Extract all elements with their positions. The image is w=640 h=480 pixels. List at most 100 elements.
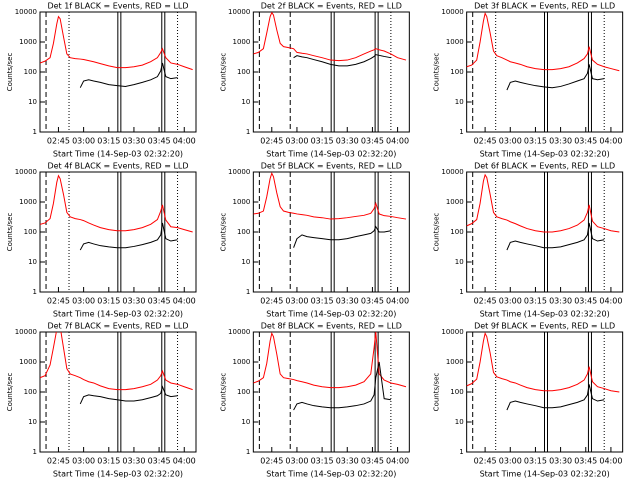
x-tick-label: 04:00 — [386, 297, 409, 306]
x-axis-label: Start Time (14-Sep-03 02:32:20) — [480, 310, 610, 319]
series-line — [79, 222, 178, 251]
y-tick-label: 1000 — [446, 198, 464, 206]
x-tick-label: 03:15 — [524, 137, 547, 146]
y-tick-label: 10000 — [228, 8, 250, 16]
series-line — [466, 332, 620, 393]
y-tick-label: 10 — [28, 258, 37, 266]
x-axis-label: Start Time (14-Sep-03 02:32:20) — [53, 150, 183, 159]
x-tick-label: 04:00 — [599, 297, 622, 306]
y-tick-label: 100 — [24, 68, 37, 76]
x-tick-label: 03:15 — [97, 137, 120, 146]
x-tick-label: 03:00 — [285, 457, 308, 466]
y-tick-label: 1 — [459, 288, 463, 296]
y-tick-label: 10000 — [228, 168, 250, 176]
y-tick-label: 10 — [28, 98, 37, 106]
x-tick-label: 03:30 — [122, 297, 145, 306]
series-line — [293, 54, 391, 67]
chart-title: Det 3f BLACK = Events, RED = LLD — [474, 2, 615, 11]
y-tick-label: 100 — [24, 228, 37, 236]
panel: Det 8f BLACK = Events, RED = LLD Start Ti… — [219, 322, 410, 479]
y-tick-label: 1000 — [446, 38, 464, 46]
x-tick-label: 03:15 — [97, 457, 120, 466]
x-tick-label: 03:15 — [311, 137, 334, 146]
x-tick-label: 03:15 — [311, 457, 334, 466]
y-tick-label: 1000 — [233, 358, 251, 366]
chart-title: Det 6f BLACK = Events, RED = LLD — [474, 162, 615, 171]
x-tick-label: 03:30 — [336, 297, 359, 306]
y-tick-label: 1 — [33, 128, 37, 136]
series-line — [506, 64, 605, 91]
panel: Det 2f BLACK = Events, RED = LLD Start Ti… — [219, 2, 410, 159]
series-line — [40, 174, 193, 233]
chart-title: Det 2f BLACK = Events, RED = LLD — [261, 2, 402, 11]
x-axis-label: Start Time (14-Sep-03 02:32:20) — [480, 470, 610, 479]
y-tick-label: 10000 — [441, 8, 463, 16]
y-tick-label: 100 — [450, 388, 463, 396]
y-tick-label: 1000 — [19, 358, 37, 366]
y-tick-label: 100 — [450, 228, 463, 236]
y-tick-label: 10000 — [15, 328, 37, 336]
y-axis-label: Counts/sec — [6, 213, 14, 252]
x-tick-label: 03:30 — [549, 137, 572, 146]
x-tick-label: 03:00 — [285, 137, 308, 146]
series-line — [40, 15, 193, 71]
x-tick-label: 02:45 — [260, 457, 283, 466]
x-tick-label: 03:15 — [97, 297, 120, 306]
series-line — [253, 332, 407, 389]
chart-title: Det 8f BLACK = Events, RED = LLD — [261, 322, 402, 331]
x-tick-label: 03:15 — [524, 297, 547, 306]
x-tick-label: 02:45 — [474, 457, 497, 466]
series-line — [293, 361, 391, 411]
y-tick-label: 10000 — [228, 328, 250, 336]
y-tick-label: 1000 — [19, 198, 37, 206]
x-tick-label: 03:30 — [549, 457, 572, 466]
x-tick-label: 03:45 — [148, 457, 171, 466]
y-tick-label: 1 — [459, 128, 463, 136]
x-tick-label: 03:45 — [574, 137, 597, 146]
x-tick-label: 03:00 — [499, 137, 522, 146]
y-tick-label: 10000 — [15, 8, 37, 16]
y-tick-label: 1000 — [233, 38, 251, 46]
y-axis-label: Counts/sec — [433, 53, 441, 92]
x-tick-label: 02:45 — [47, 137, 70, 146]
x-tick-label: 04:00 — [599, 457, 622, 466]
series-line — [79, 385, 178, 405]
y-tick-label: 10 — [241, 98, 250, 106]
series-line — [506, 222, 605, 251]
y-tick-label: 10 — [455, 98, 464, 106]
panel: Det 6f BLACK = Events, RED = LLD Start Ti… — [433, 162, 624, 319]
y-axis-label: Counts/sec — [433, 373, 441, 412]
x-tick-label: 03:30 — [122, 457, 145, 466]
x-tick-label: 04:00 — [173, 297, 196, 306]
y-tick-label: 1 — [246, 128, 250, 136]
y-tick-label: 10 — [28, 418, 37, 426]
x-tick-label: 03:45 — [361, 137, 384, 146]
x-tick-label: 02:45 — [47, 457, 70, 466]
x-tick-label: 03:15 — [311, 297, 334, 306]
panel: Det 7f BLACK = Events, RED = LLD Start Ti… — [6, 322, 197, 479]
y-axis-label: Counts/sec — [219, 53, 227, 92]
y-tick-label: 1 — [33, 448, 37, 456]
y-tick-label: 1 — [246, 448, 250, 456]
x-tick-label: 03:00 — [499, 297, 522, 306]
x-tick-label: 02:45 — [474, 137, 497, 146]
x-tick-label: 02:45 — [260, 297, 283, 306]
y-tick-label: 100 — [237, 388, 250, 396]
chart-title: Det 5f BLACK = Events, RED = LLD — [261, 162, 402, 171]
x-tick-label: 03:30 — [549, 297, 572, 306]
series-line — [506, 384, 605, 411]
chart-title: Det 1f BLACK = Events, RED = LLD — [47, 2, 188, 11]
x-tick-label: 03:45 — [148, 137, 171, 146]
x-tick-label: 03:30 — [336, 137, 359, 146]
series-line — [79, 62, 178, 88]
y-tick-label: 10 — [241, 418, 250, 426]
y-tick-label: 10000 — [15, 168, 37, 176]
y-tick-label: 10 — [241, 258, 250, 266]
y-axis-label: Counts/sec — [219, 373, 227, 412]
x-tick-label: 03:00 — [285, 297, 308, 306]
y-axis-label: Counts/sec — [6, 53, 14, 92]
x-tick-label: 03:30 — [122, 137, 145, 146]
y-axis-label: Counts/sec — [6, 373, 14, 412]
x-tick-label: 03:45 — [148, 297, 171, 306]
